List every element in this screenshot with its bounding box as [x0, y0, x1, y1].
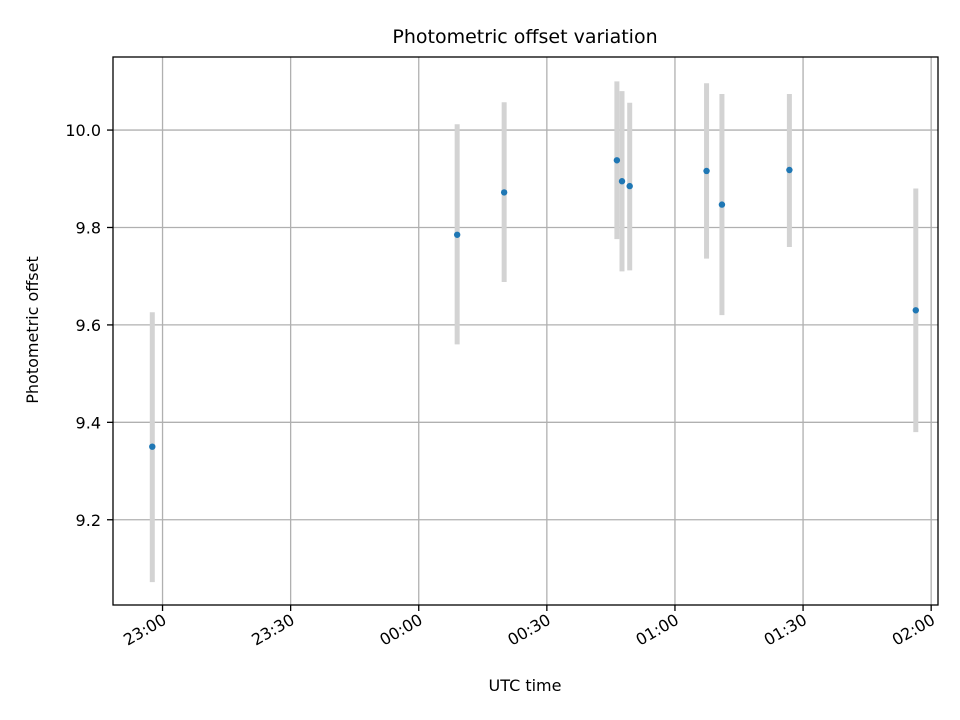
x-tick-label: 23:30: [248, 610, 297, 650]
y-tick-label: 9.4: [76, 413, 101, 432]
data-point: [786, 166, 793, 174]
data-point: [613, 157, 621, 164]
data-point: [149, 443, 156, 450]
x-tick-label: 23:00: [120, 610, 169, 650]
data-point: [500, 189, 508, 196]
data-point: [912, 307, 919, 314]
plot-frame: [112, 56, 939, 606]
data-point: [618, 178, 626, 185]
grid-layer: [113, 57, 938, 605]
x-tick-label: 01:30: [761, 610, 810, 650]
x-tick-label: 00:30: [504, 610, 553, 650]
errorbar-layer: [149, 81, 919, 583]
y-tick-label: 9.2: [76, 511, 101, 530]
y-axis-label: Photometric offset: [23, 256, 42, 404]
x-tick-label: 02:00: [889, 610, 938, 650]
x-axis-label: UTC time: [489, 676, 562, 695]
y-tick-label: 9.6: [76, 316, 101, 335]
data-point: [626, 182, 633, 190]
data-point: [718, 201, 726, 208]
chart-title: Photometric offset variation: [392, 26, 657, 48]
x-tick-label: 01:00: [633, 610, 682, 650]
data-point: [453, 231, 461, 238]
y-tick-label: 9.8: [76, 218, 101, 237]
data-point: [703, 167, 710, 175]
point-layer: [149, 157, 919, 450]
y-tick-label: 10.0: [65, 121, 101, 140]
x-tick-label: 00:00: [376, 610, 425, 650]
